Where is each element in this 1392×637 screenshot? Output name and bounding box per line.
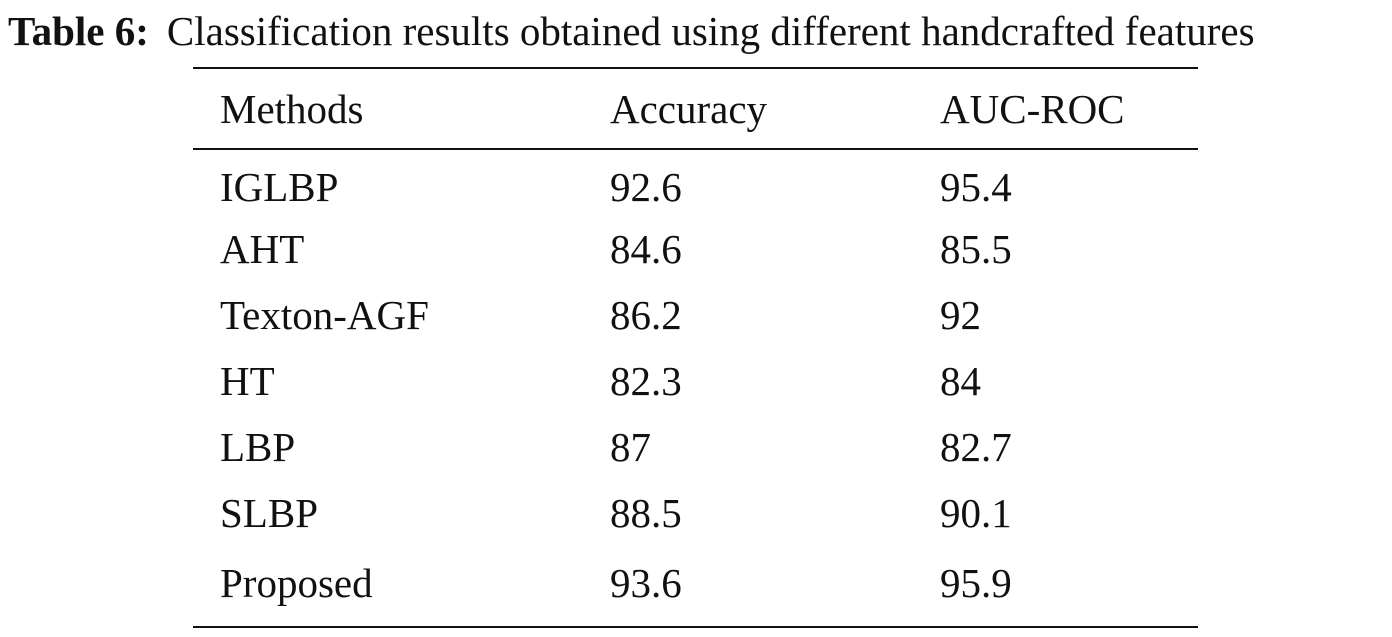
table-caption-text: Classification results obtained using di… xyxy=(166,8,1255,54)
cell-method: SLBP xyxy=(220,490,318,536)
cell-auc-roc: 95.4 xyxy=(940,164,1012,210)
cell-accuracy: 93.6 xyxy=(610,560,682,606)
cell-accuracy: 88.5 xyxy=(610,490,682,536)
header-auc-roc: AUC-ROC xyxy=(940,85,1125,132)
results-table: Methods Accuracy AUC-ROC IGLBP 92.6 95.4… xyxy=(193,67,1198,628)
table-body: IGLBP 92.6 95.4 AHT 84.6 85.5 Texton-AGF… xyxy=(193,149,1198,627)
table-row: LBP 87 82.7 xyxy=(193,414,1198,480)
table-row: Texton-AGF 86.2 92 xyxy=(193,282,1198,348)
cell-auc-roc: 85.5 xyxy=(940,226,1012,272)
cell-auc-roc: 82.7 xyxy=(940,424,1012,470)
table-row: SLBP 88.5 90.1 xyxy=(193,480,1198,546)
cell-accuracy: 87 xyxy=(610,424,651,470)
table-row: IGLBP 92.6 95.4 xyxy=(193,149,1198,216)
cell-accuracy: 82.3 xyxy=(610,358,682,404)
cell-method: HT xyxy=(220,358,275,404)
cell-accuracy: 92.6 xyxy=(610,164,682,210)
header-row: Methods Accuracy AUC-ROC xyxy=(193,68,1198,149)
cell-method: Proposed xyxy=(220,560,373,606)
table-caption: Table 6: Classification results obtained … xyxy=(8,6,1388,56)
cell-method: Texton-AGF xyxy=(220,292,429,338)
cell-auc-roc: 90.1 xyxy=(940,490,1012,536)
cell-auc-roc: 92 xyxy=(940,292,981,338)
cell-method: LBP xyxy=(220,424,296,470)
table-row: AHT 84.6 85.5 xyxy=(193,216,1198,282)
cell-method: AHT xyxy=(220,226,305,272)
cell-auc-roc: 84 xyxy=(940,358,981,404)
results-table-container: Methods Accuracy AUC-ROC IGLBP 92.6 95.4… xyxy=(193,67,1198,628)
table-caption-label: Table 6: xyxy=(8,8,149,54)
table-row: Proposed 93.6 95.9 xyxy=(193,546,1198,627)
cell-auc-roc: 95.9 xyxy=(940,560,1012,606)
table-row: HT 82.3 84 xyxy=(193,348,1198,414)
cell-accuracy: 86.2 xyxy=(610,292,682,338)
table-header: Methods Accuracy AUC-ROC xyxy=(193,68,1198,149)
header-methods: Methods xyxy=(220,85,364,132)
cell-method: IGLBP xyxy=(220,164,339,210)
cell-accuracy: 84.6 xyxy=(610,226,682,272)
header-accuracy: Accuracy xyxy=(610,85,768,132)
